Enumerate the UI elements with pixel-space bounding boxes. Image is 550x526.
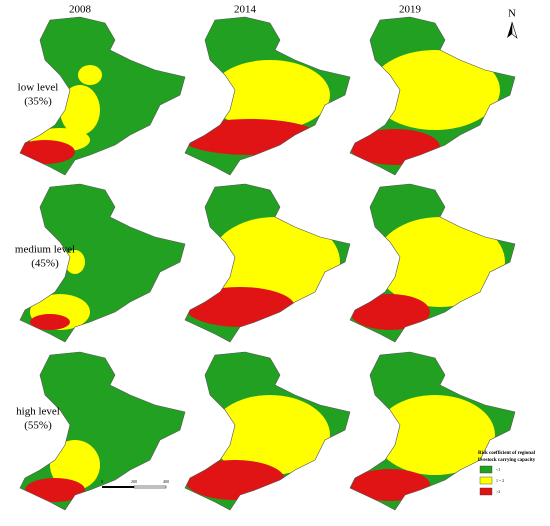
legend-title: livestock carrying capacity — [478, 458, 536, 463]
row-share: (55%) — [24, 420, 52, 432]
scale-label: 400 — [163, 479, 169, 484]
scale-bar: 0 200 400 — [101, 479, 169, 489]
map — [184, 351, 351, 511]
column-header: 2014 — [234, 4, 257, 16]
legend-label: <1 — [496, 467, 500, 472]
legend: Risk coefficient of regional livestock c… — [478, 451, 536, 496]
north-arrow: N — [507, 8, 518, 39]
arrow — [507, 22, 512, 38]
legend-label: >2 — [496, 489, 500, 494]
map — [184, 183, 351, 343]
row-level: high level — [16, 406, 60, 418]
map — [19, 183, 186, 343]
column-headers: 2008 2014 2019 — [69, 4, 422, 16]
row-share: (45%) — [31, 258, 59, 270]
column-header: 2008 — [69, 4, 92, 16]
maps — [19, 16, 516, 511]
legend-label: 1 ~ 2 — [496, 478, 504, 483]
map — [184, 16, 351, 176]
arrow — [511, 21, 518, 39]
legend-swatch — [479, 465, 493, 474]
column-header: 2019 — [399, 4, 422, 16]
north-label: N — [508, 8, 516, 20]
map — [19, 351, 186, 511]
row-share: (35%) — [24, 96, 52, 108]
scale-label: 0 — [101, 479, 103, 484]
legend-title: Risk coefficient of regional — [478, 451, 536, 456]
legend-swatch — [479, 487, 493, 496]
map — [349, 351, 516, 511]
row-labels: low level (35%) medium level (45%) high … — [15, 82, 75, 432]
scale-segment — [102, 486, 134, 488]
row-level: low level — [18, 82, 59, 94]
scale-segment — [133, 485, 167, 489]
legend-swatch — [479, 476, 493, 485]
row-level: medium level — [15, 244, 75, 256]
map — [349, 183, 516, 343]
scale-label: 200 — [131, 479, 137, 484]
map — [349, 16, 516, 176]
